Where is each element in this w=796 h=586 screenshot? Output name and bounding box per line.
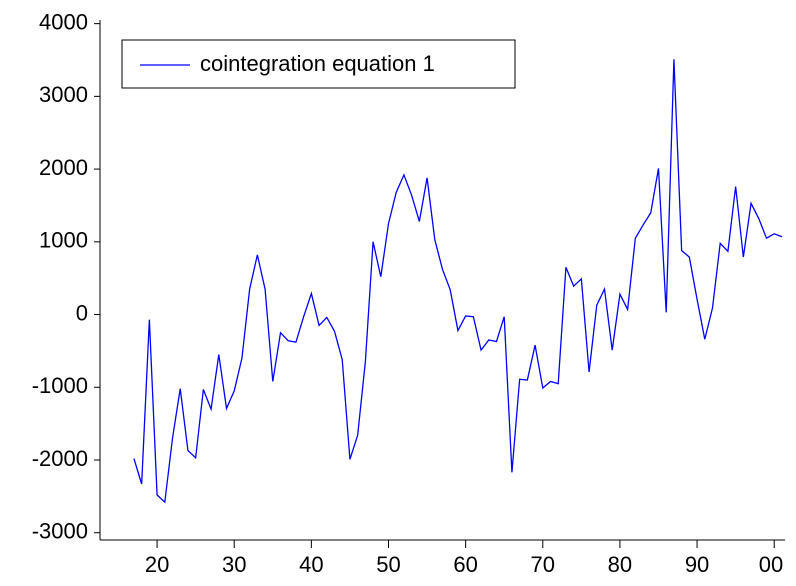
y-tick-label: 1000 xyxy=(39,228,88,253)
y-tick-label: 4000 xyxy=(39,9,88,34)
legend-label: cointegration equation 1 xyxy=(200,51,435,76)
y-tick-label: -3000 xyxy=(32,519,88,544)
x-tick-label: 60 xyxy=(453,552,477,577)
y-tick-label: -1000 xyxy=(32,373,88,398)
x-tick-label: 70 xyxy=(531,552,555,577)
y-tick-label: 3000 xyxy=(39,82,88,107)
x-tick-label: 40 xyxy=(299,552,323,577)
y-tick-label: 2000 xyxy=(39,155,88,180)
y-tick-label: -2000 xyxy=(32,446,88,471)
x-tick-label: 90 xyxy=(685,552,709,577)
x-tick-label: 00 xyxy=(759,552,783,577)
x-tick-label: 80 xyxy=(608,552,632,577)
x-tick-label: 30 xyxy=(222,552,246,577)
y-tick-label: 0 xyxy=(76,300,88,325)
series-line xyxy=(133,59,783,504)
x-tick-label: 50 xyxy=(376,552,400,577)
x-tick-label: 20 xyxy=(145,552,169,577)
legend-box xyxy=(121,39,516,89)
